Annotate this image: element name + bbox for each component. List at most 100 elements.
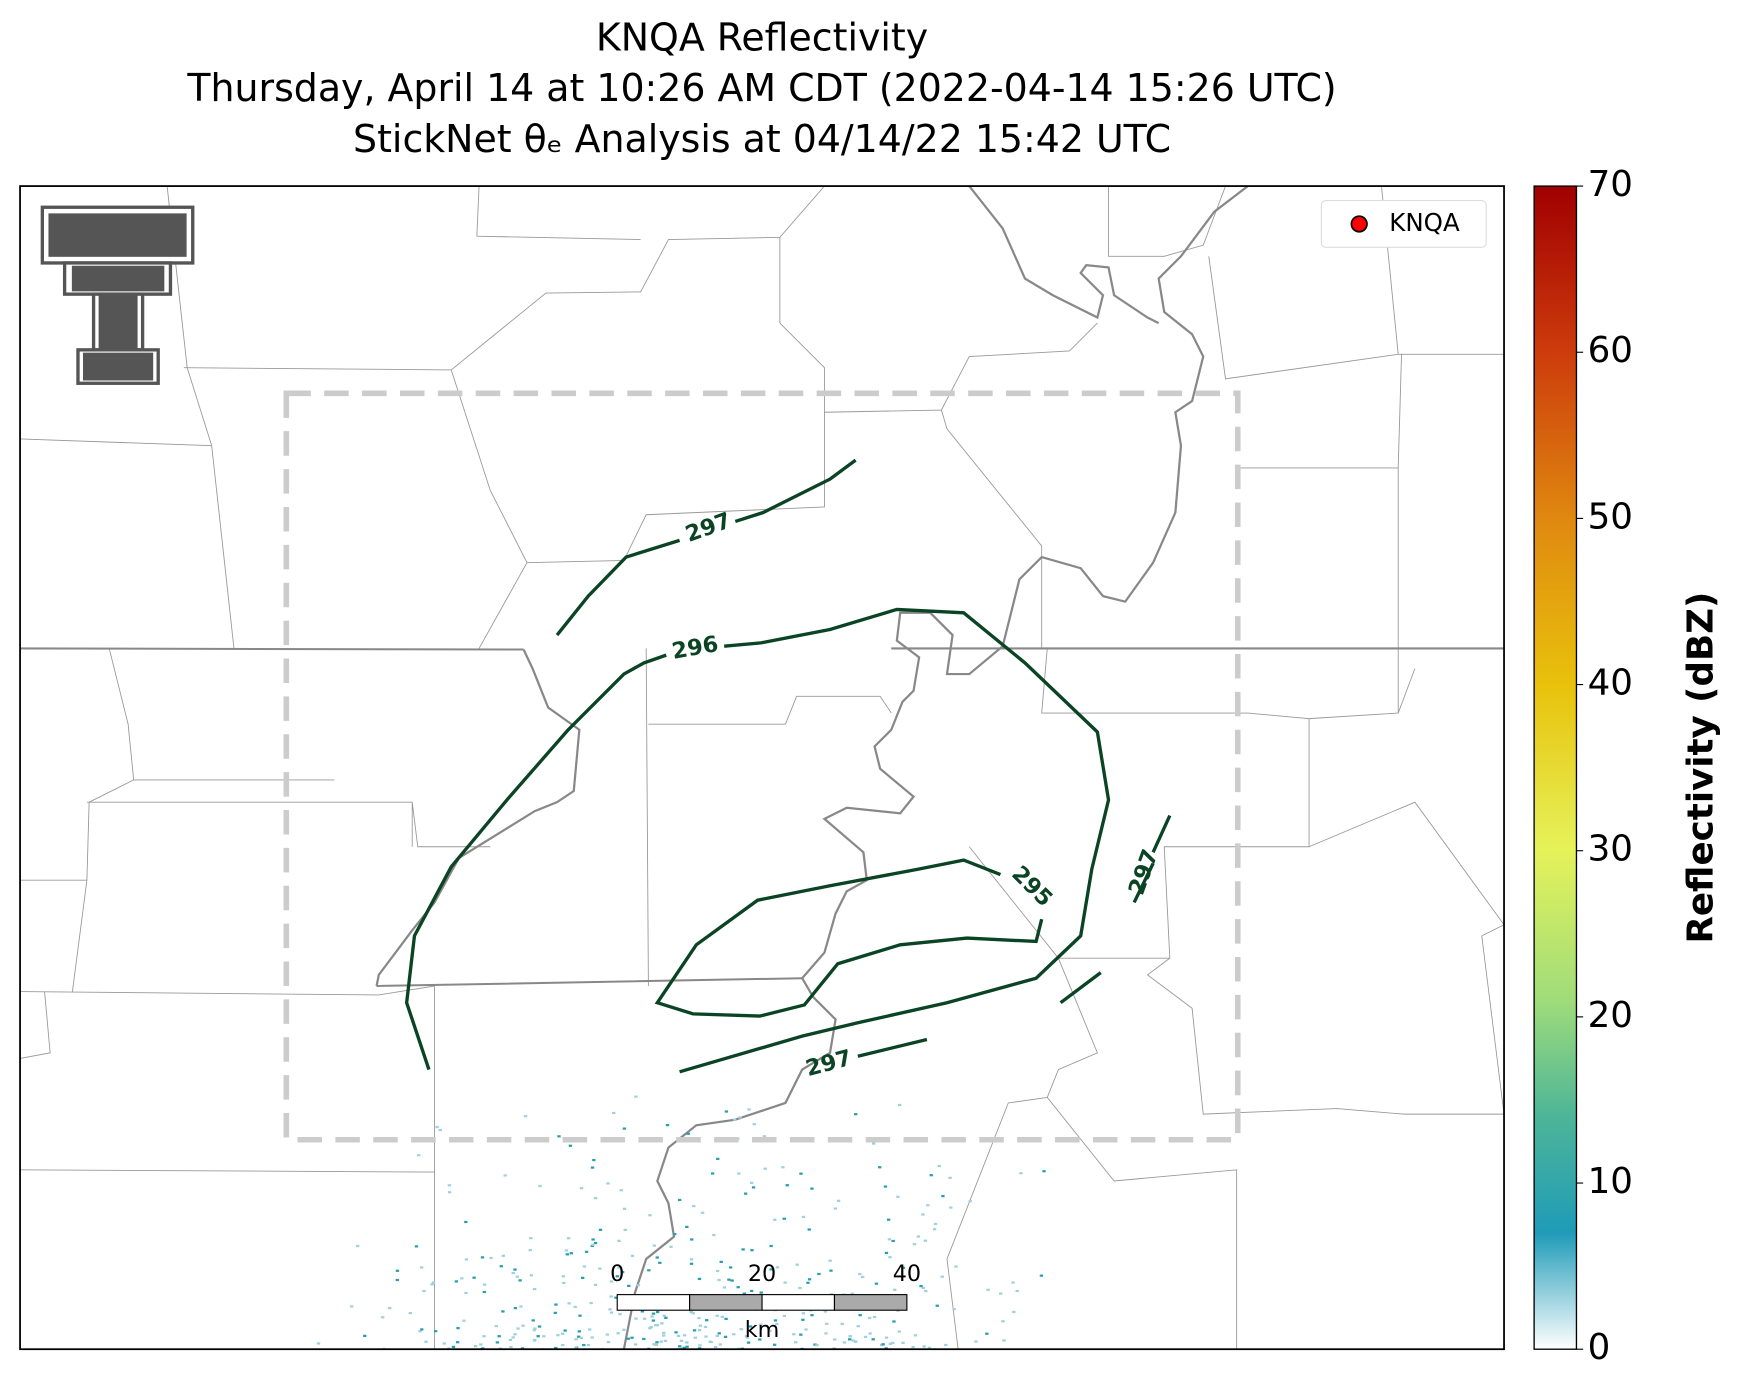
radar-return [642,1317,647,1320]
radar-return [923,1239,928,1242]
radar-return [901,1341,905,1344]
radar-return [553,1311,557,1314]
radar-return [897,1103,902,1107]
radar-return [968,1200,972,1203]
radar-return [867,1316,872,1320]
radar-return [813,1343,817,1346]
radar-return [916,1235,921,1238]
radar-return [716,1157,720,1160]
radar-return [825,1322,829,1326]
radar-return [395,1278,399,1282]
radar-return [591,1243,595,1246]
radar-return [717,1278,721,1282]
radar-return [528,1248,532,1252]
radar-return [715,1269,720,1273]
radar-return [836,1199,841,1202]
radar-return [515,1275,519,1278]
radar-return [518,1279,522,1282]
radar-return [727,1278,731,1281]
radar-return [422,1289,426,1293]
radar-return [620,1271,625,1274]
radar-return [769,1244,773,1248]
radar-return [608,1308,612,1311]
radar-return [763,1167,767,1170]
scale-unit: km [745,1317,780,1343]
radar-return [1039,1274,1044,1277]
radar-return [700,1211,705,1214]
radar-return [736,1286,740,1289]
radar-return [494,1324,498,1328]
colorbar-tick-label: 10 [1588,1161,1633,1202]
radar-return [748,1325,753,1328]
contours [404,458,1172,1074]
radar-return [801,1312,806,1315]
radar-return [609,1311,614,1314]
radar-return [538,1184,542,1188]
radar-return [626,1337,630,1340]
radar-return [974,1340,978,1343]
radar-return [580,1276,585,1279]
radar-return [1012,1310,1016,1314]
radar-return [913,1334,918,1337]
radar-return [775,1322,779,1326]
radar-return [799,1172,803,1175]
radar-return [435,1125,439,1129]
radar-return [473,1345,478,1348]
radar-return [932,1228,937,1231]
radar-return [676,1334,681,1338]
radar-return [438,1128,442,1132]
radar-return [511,1271,515,1275]
radar-return [698,1344,702,1347]
radar-return [662,1331,666,1334]
radar-return [848,1338,852,1341]
radar-return [944,1343,948,1347]
radar-return [718,1343,723,1346]
radar-return [769,1268,773,1271]
radar-return [591,1238,595,1241]
radar-return [743,1192,748,1195]
radar-return [511,1336,515,1339]
radar-return [542,1335,546,1338]
radar-return [456,1327,460,1330]
radar-return [692,1204,696,1208]
radar-return [633,1343,638,1346]
colorbar-tick-label: 60 [1588,330,1633,371]
radar-return [622,1207,627,1210]
radar-return [408,1311,412,1315]
radar-return [810,1187,814,1190]
radar-return [1042,1170,1046,1173]
radar-return [874,1282,879,1285]
radar-return [724,1317,728,1320]
radar-return [579,1187,584,1190]
radar-return [651,1319,656,1322]
radar-return [482,1283,487,1286]
radar-return [586,1343,591,1347]
radar-return [891,1239,895,1243]
radar-return [630,1336,634,1339]
radar-return [464,1258,469,1261]
radar-return [652,1244,656,1247]
radar-return [554,1346,558,1350]
radar-return [781,1166,785,1169]
radar-return [561,1275,566,1278]
radar-return [840,1322,844,1325]
radar-return [892,1320,896,1323]
radar-return [316,1342,321,1345]
radar-return [853,1340,858,1343]
radar-return [622,1328,626,1331]
colorbar-label: Reflectivity (dBZ) [1680,592,1721,944]
radar-return [501,1254,506,1257]
radar-return [896,1195,900,1198]
radar-return [642,1337,646,1341]
logo [40,205,195,385]
radar-return [704,1319,709,1322]
radar-return [630,1254,635,1257]
radar-return [863,1335,868,1339]
radar-return [590,1166,595,1169]
radar-return [532,1339,537,1342]
colorbar-tick-label: 30 [1588,829,1633,870]
colorbar-tick-label: 70 [1588,164,1633,205]
radar-return [715,1314,719,1317]
radar-return [759,1323,763,1326]
radar-return [355,1244,360,1248]
